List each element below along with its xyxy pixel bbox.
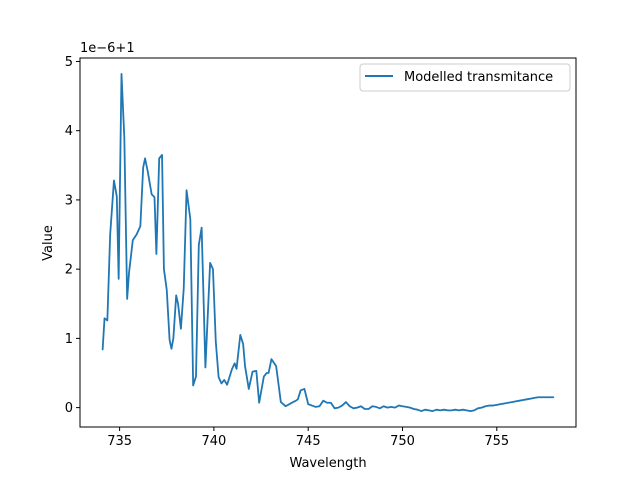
series-layer xyxy=(101,73,555,412)
x-tick-label: 750 xyxy=(390,434,415,449)
x-tick-label: 735 xyxy=(107,434,132,449)
plot-area xyxy=(80,58,576,427)
y-tick-label: 5 xyxy=(65,55,73,70)
y-axis-label: Value xyxy=(41,225,56,261)
y-tick-label: 3 xyxy=(65,193,73,208)
x-tick-label: 740 xyxy=(201,434,226,449)
x-axis-label: Wavelength xyxy=(289,456,366,471)
y-tick-label: 0 xyxy=(65,401,73,416)
y-offset-label: 1e−6+1 xyxy=(80,41,135,56)
y-axis: 0 1 2 3 4 5 xyxy=(65,55,80,416)
plot-frame xyxy=(79,57,577,428)
x-tick-label: 755 xyxy=(484,434,509,449)
series-line-0 xyxy=(101,73,555,412)
legend: Modelled transmitance xyxy=(359,63,571,92)
x-axis: 735 740 745 750 755 xyxy=(107,427,509,449)
x-tick-label: 745 xyxy=(296,434,321,449)
legend-label: Modelled transmitance xyxy=(404,70,553,85)
y-tick-label: 1 xyxy=(65,332,73,347)
y-tick-label: 4 xyxy=(65,124,73,139)
y-tick-label: 2 xyxy=(65,263,73,278)
legend-box xyxy=(359,63,571,92)
